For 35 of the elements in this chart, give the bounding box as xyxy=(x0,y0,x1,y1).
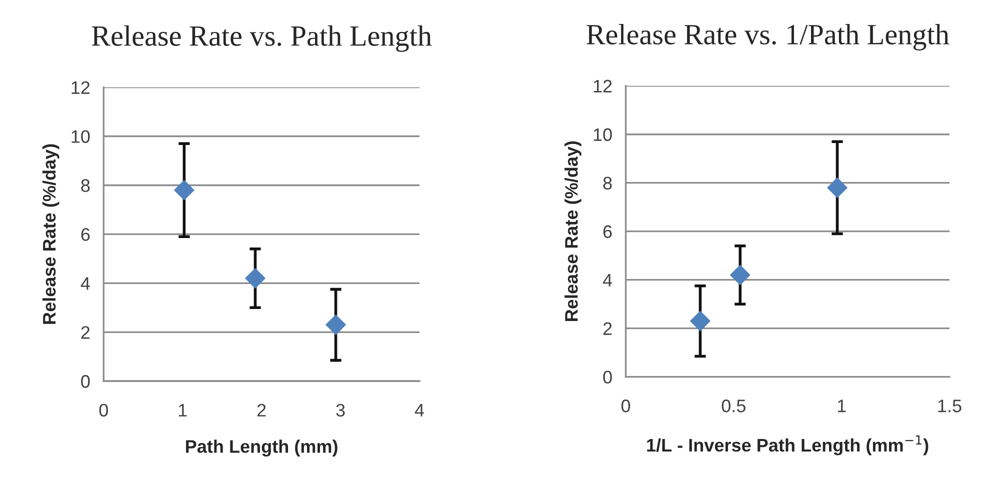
x-tick-label: 1.5 xyxy=(938,400,962,412)
x-axis-title: Path Length (mm) xyxy=(186,440,338,457)
x-tick-label: 3 xyxy=(336,404,345,417)
x-tick-label: 1 xyxy=(178,404,187,416)
y-tick-label: 10 xyxy=(72,130,90,143)
y-axis-title: Release Rate (%/day) xyxy=(564,141,582,321)
point xyxy=(325,314,346,336)
point xyxy=(244,268,266,289)
x-tick-label: 0 xyxy=(99,404,108,417)
y-tick-label: 6 xyxy=(603,225,612,238)
x-tick-label: 4 xyxy=(414,404,424,416)
chart-title: Release Rate vs. Path Length xyxy=(92,25,432,52)
point xyxy=(826,177,848,198)
y-tick-label: 8 xyxy=(81,179,90,192)
y-tick-label: 12 xyxy=(594,80,612,92)
y-tick-label: 6 xyxy=(81,228,90,241)
y-tick-label: 10 xyxy=(594,128,612,142)
x-tick-label: 0.5 xyxy=(722,400,746,412)
x-tick-label: 2 xyxy=(257,404,266,416)
x-axis-title: 1/L - Inverse Path Length (mm$^{−1}$) xyxy=(647,435,928,456)
y-tick-label: 0 xyxy=(603,370,612,384)
point xyxy=(690,310,711,332)
y-tick-label: 12 xyxy=(72,81,90,94)
x-tick-label: 0 xyxy=(621,400,630,412)
y-axis-title: Release Rate (%/day) xyxy=(42,144,60,324)
chart-title: Release Rate vs. 1/Path Length xyxy=(586,24,950,50)
y-tick-label: 2 xyxy=(81,326,90,339)
point xyxy=(174,180,194,200)
y-tick-label: 2 xyxy=(603,322,612,335)
y-tick-label: 8 xyxy=(603,176,612,190)
y-tick-label: 4 xyxy=(80,277,90,290)
y-tick-label: 0 xyxy=(81,375,90,388)
y-tick-label: 4 xyxy=(602,274,612,286)
point xyxy=(730,264,750,286)
x-tick-label: 1 xyxy=(838,400,846,412)
